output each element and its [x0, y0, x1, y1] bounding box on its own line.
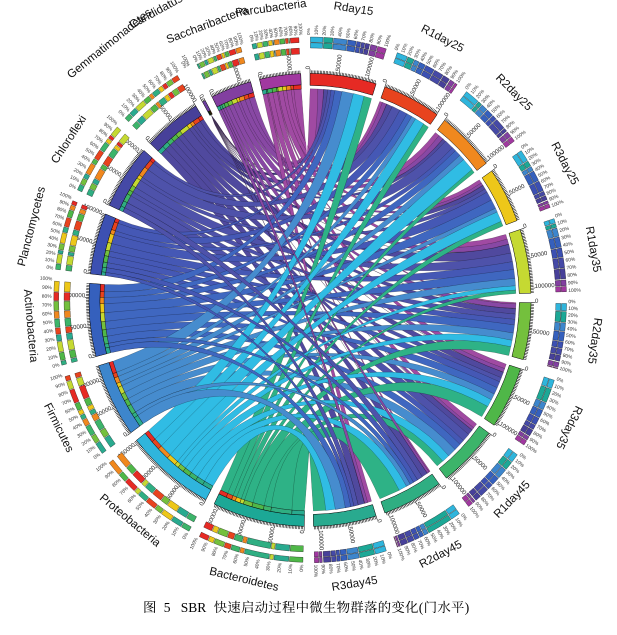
svg-text:70%: 70%: [334, 563, 341, 574]
svg-text:10%: 10%: [314, 25, 320, 36]
svg-text:80%: 80%: [327, 564, 334, 575]
svg-text:90%: 90%: [320, 564, 326, 575]
svg-text:90%: 90%: [568, 280, 579, 287]
svg-text:100000: 100000: [534, 283, 555, 290]
svg-text:50%: 50%: [42, 320, 53, 327]
svg-text:80%: 80%: [567, 272, 578, 279]
svg-text:5: 5: [164, 600, 171, 615]
svg-text:80%: 80%: [42, 294, 52, 300]
svg-text:30%: 30%: [567, 319, 578, 326]
svg-text:0%: 0%: [306, 27, 312, 35]
svg-text:40%: 40%: [567, 326, 578, 333]
svg-text:): ): [465, 600, 470, 615]
svg-text:100%: 100%: [40, 276, 54, 283]
svg-text:0%: 0%: [299, 564, 305, 572]
svg-text:10%: 10%: [568, 306, 579, 312]
svg-text:100%: 100%: [297, 23, 304, 36]
svg-text:20%: 20%: [568, 313, 579, 320]
svg-text:100%: 100%: [312, 565, 318, 578]
svg-text:SBR: SBR: [181, 600, 207, 615]
svg-text:0%: 0%: [46, 265, 54, 272]
svg-text:100000: 100000: [317, 530, 324, 551]
svg-text:90%: 90%: [42, 285, 53, 291]
svg-text:30%: 30%: [330, 25, 337, 36]
svg-text:40%: 40%: [43, 328, 54, 335]
svg-text:20%: 20%: [322, 25, 329, 36]
svg-text:20%: 20%: [276, 562, 283, 573]
svg-text:40%: 40%: [337, 26, 344, 37]
svg-text:0%: 0%: [568, 299, 576, 305]
svg-text:70%: 70%: [566, 264, 577, 271]
svg-text:70%: 70%: [42, 302, 53, 308]
svg-text:10%: 10%: [288, 563, 295, 574]
svg-text:60%: 60%: [42, 311, 53, 318]
svg-text:(: (: [419, 600, 424, 615]
svg-text:100%: 100%: [568, 288, 581, 294]
